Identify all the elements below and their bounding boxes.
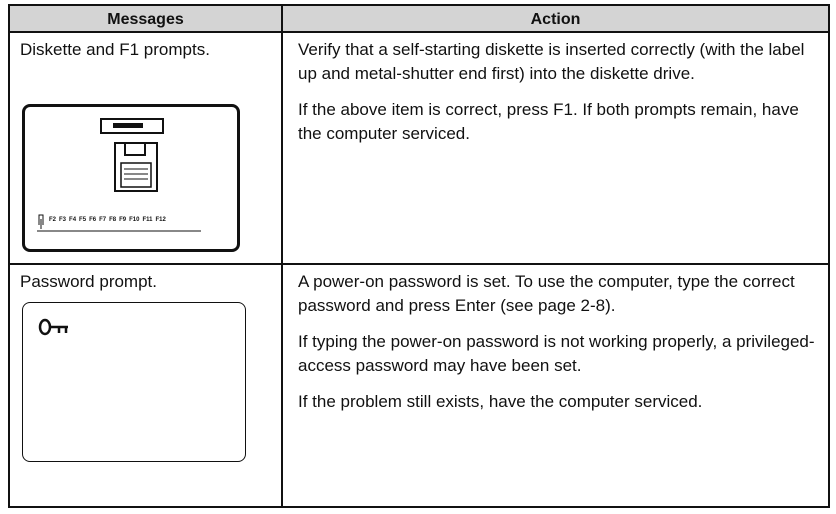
key-label: F7 [99, 217, 107, 223]
key-label: F12 [155, 217, 166, 223]
action-paragraph: If the above item is correct, press F1. … [298, 100, 799, 143]
key-label: F2 [49, 217, 57, 223]
key-label: F9 [119, 217, 127, 223]
screen-illustration: F2 F3 F4 F5 F6 F7 F8 F9 F10 F11 F12 [22, 104, 240, 252]
key-label: F11 [142, 217, 153, 223]
column-divider [281, 6, 283, 506]
function-keys: F2 F3 F4 F5 F6 F7 F8 F9 F10 F11 F12 [49, 217, 166, 223]
key-label: F3 [59, 217, 67, 223]
action: Verify that a self-starting diskette is … [298, 38, 818, 158]
key-label: F4 [69, 217, 77, 223]
action: A power-on password is set. To use the c… [298, 270, 818, 426]
screen-illustration [22, 302, 246, 462]
action-paragraph: If typing the power-on password is not w… [298, 332, 815, 375]
header-cell: Messages [10, 6, 281, 33]
key-icon [38, 318, 68, 336]
key-label: F5 [79, 217, 87, 223]
message: Password prompt. [20, 272, 157, 291]
key-label: F6 [89, 217, 97, 223]
header-cell: Action [283, 6, 828, 33]
key-label: F8 [109, 217, 117, 223]
message: Diskette and F1 prompts. [20, 40, 210, 59]
diskette-icon [37, 118, 201, 232]
row-divider [10, 263, 828, 265]
action-paragraph: Verify that a self-starting diskette is … [298, 40, 805, 83]
key-label: F10 [129, 217, 140, 223]
action-paragraph: If the problem still exists, have the co… [298, 392, 703, 411]
action-paragraph: A power-on password is set. To use the c… [298, 272, 795, 315]
table: Messages Action Diskette and F1 prompts.… [8, 4, 830, 508]
